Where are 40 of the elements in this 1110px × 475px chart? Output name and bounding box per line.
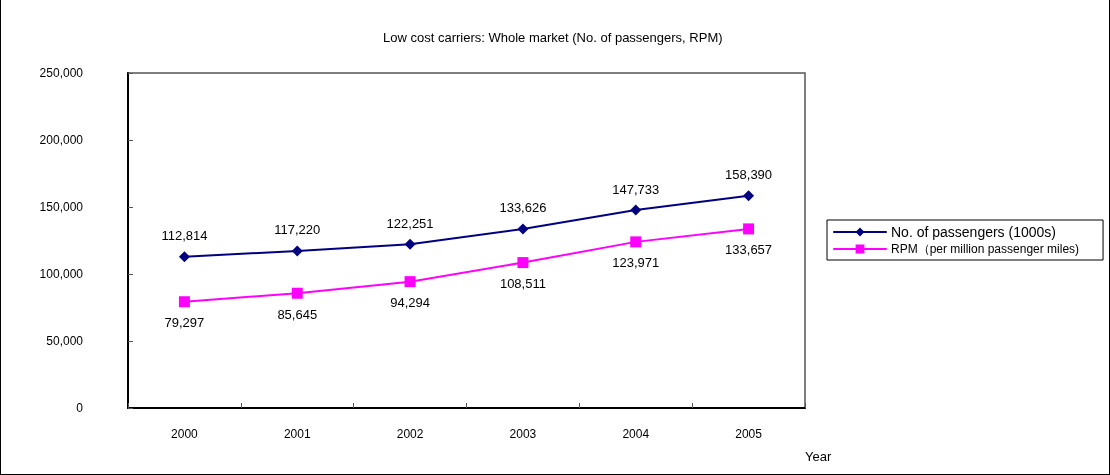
x-tick-label: 2000: [171, 427, 199, 441]
data-label: 133,626: [499, 200, 547, 216]
chart-title: Low cost carriers: Whole market (No. of passengers, RPM): [383, 30, 723, 45]
x-axis-title: Year: [805, 449, 832, 464]
x-tick-label: 2004: [622, 427, 650, 441]
data-label: 117,220: [274, 222, 321, 238]
y-tick-label: 50,000: [46, 334, 84, 348]
point: [743, 190, 755, 202]
data-label: 147,733: [612, 181, 660, 197]
point: [517, 257, 529, 269]
y-tick-label: 100,000: [39, 267, 84, 281]
point: [404, 276, 416, 288]
data-label: 94,294: [390, 295, 430, 311]
data-label: 133,657: [725, 242, 773, 258]
x-tick-label: 2003: [509, 427, 537, 441]
point: [178, 251, 190, 263]
data-label: 123,971: [612, 255, 660, 271]
x-tick-label: 2005: [735, 427, 763, 441]
point: [743, 223, 755, 235]
legend-label: RPM（per million passenger miles): [891, 242, 1080, 256]
x-tick-label: 2001: [283, 427, 311, 441]
point: [630, 204, 642, 216]
y-tick-label: 250,000: [39, 66, 84, 80]
y-tick-label: 200,000: [39, 133, 84, 147]
y-tick-label: 150,000: [39, 200, 84, 214]
point: [291, 245, 303, 257]
data-label: 122,251: [386, 215, 434, 231]
point: [404, 238, 416, 250]
data-label: 85,645: [277, 306, 318, 322]
x-tick-label: 2002: [396, 427, 424, 441]
data-label: 108,511: [499, 276, 546, 292]
data-label: 112,814: [161, 228, 208, 244]
y-tick-label: 0: [76, 401, 84, 415]
data-label: 79,297: [164, 315, 205, 331]
point: [630, 236, 642, 248]
legend-label: No. of passengers (1000s): [891, 224, 1056, 240]
point: [517, 223, 529, 235]
point: [178, 296, 190, 308]
data-label: 158,390: [725, 167, 773, 183]
point: [291, 287, 303, 299]
